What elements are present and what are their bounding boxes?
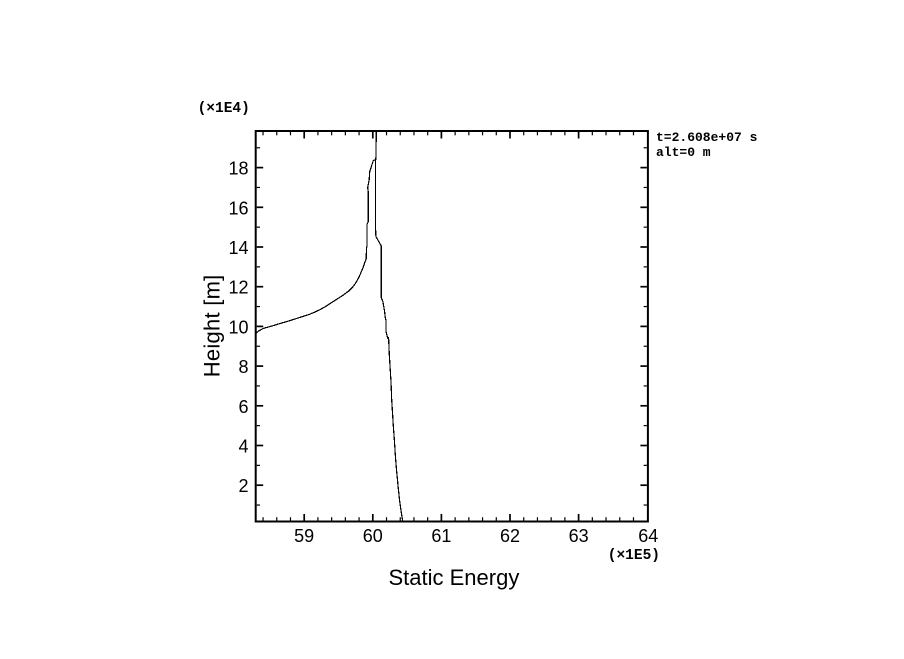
svg-text:14: 14 [228, 238, 248, 258]
svg-text:60: 60 [363, 526, 383, 546]
svg-text:(×1E5): (×1E5) [608, 548, 660, 564]
svg-text:64: 64 [638, 526, 658, 546]
svg-text:4: 4 [238, 437, 248, 457]
svg-text:18: 18 [228, 159, 248, 179]
svg-text:Static Energy: Static Energy [389, 565, 520, 590]
svg-text:(×1E4): (×1E4) [198, 101, 250, 117]
svg-text:63: 63 [569, 526, 589, 546]
svg-text:t=2.608e+07 s: t=2.608e+07 s [656, 130, 758, 145]
svg-text:16: 16 [228, 198, 248, 218]
svg-text:8: 8 [238, 357, 248, 377]
svg-text:2: 2 [238, 476, 248, 496]
svg-text:59: 59 [294, 526, 314, 546]
svg-text:10: 10 [228, 317, 248, 337]
svg-text:61: 61 [431, 526, 451, 546]
svg-text:Height [m]: Height [m] [199, 274, 224, 377]
svg-text:12: 12 [228, 278, 248, 298]
svg-text:alt=0 m: alt=0 m [656, 145, 711, 160]
svg-text:6: 6 [238, 397, 248, 417]
svg-text:62: 62 [500, 526, 520, 546]
